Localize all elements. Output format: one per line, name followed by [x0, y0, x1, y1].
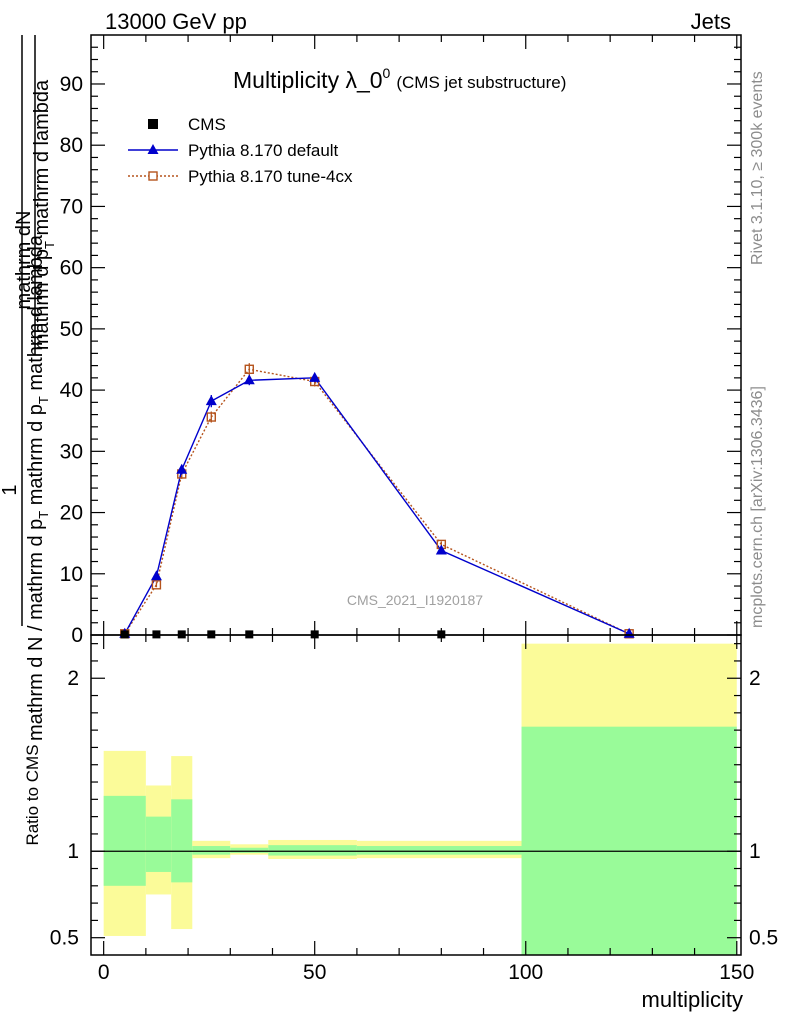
rivet-label: Rivet 3.1.10, ≥ 300k events — [749, 71, 766, 265]
y-tick-label: 50 — [60, 318, 83, 341]
chart-title-main: Multiplicity λ_0 — [233, 67, 383, 93]
y-tick-label: 0 — [71, 624, 83, 647]
ratio-band-inner — [103, 795, 146, 886]
y-tick-label: 90 — [60, 73, 83, 96]
ratio-y-axis-label: Ratio to CMS — [23, 744, 42, 845]
ratio-panel: 0.5 0.5 1 1 2 2 0 50 100 150 Ratio to CMS multipl… — [23, 634, 778, 1012]
chart-title: Multiplicity λ_00 (CMS jet substructure) — [233, 65, 566, 93]
ratio-band-inner — [230, 847, 269, 853]
y-tick-label: 20 — [60, 502, 83, 525]
y-tick-label: 10 — [60, 563, 83, 586]
ratio-y-tick-label-right: 2 — [749, 667, 761, 690]
y-label-numerator: mathrm dN — [13, 211, 35, 310]
y-label-lower: mathrm d N / mathrm d pT mathrm d pT mat… — [25, 234, 51, 741]
legend-label: CMS — [188, 115, 226, 134]
data-point-pythia-default — [176, 463, 188, 474]
ratio-y-tick-label: 1 — [67, 840, 79, 863]
watermark: CMS_2021_I1920187 — [347, 592, 483, 608]
ratio-band-inner — [145, 816, 172, 872]
legend-marker-cms — [148, 119, 158, 129]
ratio-axes: 0.5 0.5 1 1 2 2 0 50 100 150 — [50, 635, 778, 984]
legend: CMS Pythia 8.170 default Pythia 8.170 tune… — [128, 115, 353, 186]
x-tick-label: 100 — [508, 961, 543, 984]
header-left: 13000 GeV pp — [105, 9, 247, 34]
ratio-y-tick-label: 2 — [67, 667, 79, 690]
y-label-denominator: mathrm d pT mathrm d lambda — [31, 79, 57, 350]
y-tick-label: 80 — [60, 134, 83, 157]
main-y-axis-label: mathrm dN mathrm d pT mathrm d lambda 1 … — [0, 35, 57, 741]
mcplots-label: mcplots.cern.ch [arXiv:1306.3436] — [749, 386, 766, 628]
ratio-band-inner — [521, 726, 737, 955]
legend-label: Pythia 8.170 tune-4cx — [188, 167, 353, 186]
data-point-pythia-tune — [151, 580, 162, 590]
legend-marker-pythia-tune — [148, 171, 158, 181]
y-tick-label: 30 — [60, 440, 83, 463]
data-point-pythia-tune — [206, 412, 216, 422]
y-tick-label: 60 — [60, 257, 83, 280]
ratio-y-tick-label-right: 0.5 — [749, 927, 778, 950]
ratio-frame — [90, 634, 742, 956]
ratio-band-inner — [356, 846, 522, 855]
header-right: Jets — [691, 9, 731, 34]
ratio-y-tick-label-right: 1 — [749, 840, 761, 863]
series-line-pythia-tune — [124, 368, 630, 635]
data-point-pythia-default — [243, 374, 255, 385]
data-point-pythia-default — [205, 395, 217, 406]
y-tick-label: 70 — [60, 195, 83, 218]
main-axes: 0 10 20 30 40 50 60 70 80 90 — [60, 35, 741, 647]
legend-marker-pythia-default — [147, 144, 159, 154]
x-tick-label: 150 — [719, 961, 754, 984]
y-tick-label: 40 — [60, 379, 83, 402]
ratio-band-inner — [192, 846, 231, 855]
x-tick-label: 0 — [98, 961, 110, 984]
series-line-pythia-default — [124, 377, 630, 635]
data-point-pythia-default — [309, 371, 321, 382]
y-label-one: 1 — [0, 484, 21, 495]
ratio-y-tick-label: 0.5 — [50, 927, 79, 950]
data-point-pythia-default — [435, 544, 447, 555]
data-point-pythia-tune — [244, 364, 254, 374]
legend-label: Pythia 8.170 default — [188, 141, 339, 160]
ratio-band-inner — [268, 845, 357, 856]
x-axis-label: multiplicity — [642, 987, 743, 1012]
chart-title-sup: 0 — [383, 65, 391, 81]
ratio-band-inner — [171, 799, 193, 883]
data-point-pythia-default — [150, 570, 162, 581]
x-tick-label: 50 — [303, 961, 326, 984]
ratio-bands — [91, 643, 741, 955]
chart-title-sub: (CMS jet substructure) — [396, 73, 566, 92]
